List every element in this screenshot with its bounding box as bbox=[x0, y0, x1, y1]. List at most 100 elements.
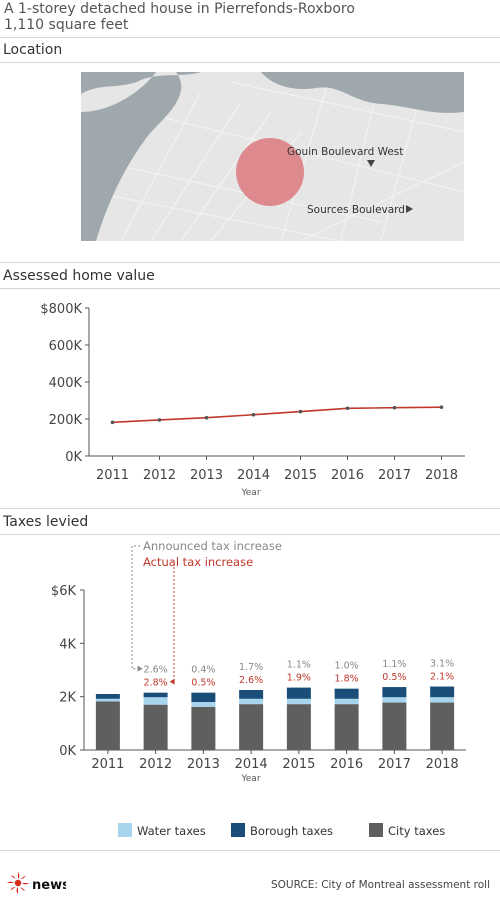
announced-increase-label: 1.1% bbox=[382, 659, 406, 670]
assessed-value-chart: 0K 200K 400K 600K $800K 2011 2012 2013 2014 2015 2… bbox=[40, 302, 465, 498]
subtitle-house: A 1-storey detached house in Pierrefonds… bbox=[4, 1, 355, 17]
city-taxes-legend: City taxes bbox=[388, 824, 446, 838]
x-tick-label: 2012 bbox=[143, 468, 176, 483]
water-tax-bar bbox=[286, 698, 311, 705]
borough-tax-bar bbox=[334, 688, 359, 699]
x-tick-label: 2014 bbox=[237, 468, 270, 483]
y-tick-label: 600K bbox=[49, 339, 83, 354]
x-tick-label: 2018 bbox=[426, 757, 459, 772]
y-tick-label: 0K bbox=[59, 744, 76, 759]
gouin-boulevard-label: Gouin Boulevard West bbox=[287, 146, 403, 158]
divider bbox=[0, 62, 500, 63]
borough-tax-bar bbox=[239, 690, 264, 699]
borough-tax-bar bbox=[191, 692, 216, 702]
value-point bbox=[392, 405, 397, 410]
down-arrow-icon bbox=[367, 160, 375, 167]
house-location-marker bbox=[236, 138, 304, 206]
x-tick-label: 2012 bbox=[139, 757, 172, 772]
y-tick-label: $800K bbox=[40, 302, 82, 317]
source-note: SOURCE: City of Montreal assessment roll bbox=[270, 879, 490, 891]
water-tax-bar bbox=[191, 702, 216, 707]
cbc-logo: news bbox=[6, 870, 70, 896]
x-tick-label: 2017 bbox=[378, 757, 411, 772]
x-axis-label: Year bbox=[240, 488, 260, 498]
x-tick-label: 2018 bbox=[425, 468, 458, 483]
x-tick-label: 2015 bbox=[284, 468, 317, 483]
value-point bbox=[251, 412, 256, 417]
water-tax-bar bbox=[334, 698, 359, 705]
city-tax-bar bbox=[143, 704, 168, 750]
announced-increase-label: 1.7% bbox=[239, 662, 263, 673]
value-chart-title: Assessed home value bbox=[3, 268, 155, 284]
water-tax-bar bbox=[382, 697, 407, 703]
announced-increase-label: 3.1% bbox=[430, 659, 454, 670]
announced-arrow-icon bbox=[137, 665, 143, 672]
y-tick-label: 200K bbox=[49, 413, 83, 428]
value-line bbox=[112, 406, 442, 424]
divider bbox=[0, 262, 500, 263]
subtitle-size: 1,110 square feet bbox=[4, 17, 129, 33]
value-point bbox=[298, 409, 303, 414]
borough-tax-bar bbox=[286, 687, 311, 699]
x-tick-label: 2011 bbox=[91, 757, 124, 772]
water-tax-bar bbox=[430, 697, 455, 703]
city-tax-bar bbox=[430, 702, 455, 750]
actual-arrow-icon bbox=[169, 678, 175, 685]
announced-increase-label: 1.1% bbox=[287, 660, 311, 671]
actual-leader-line bbox=[171, 561, 175, 683]
city-tax-bar bbox=[239, 704, 264, 750]
announced-leader-line bbox=[131, 545, 140, 670]
divider bbox=[0, 534, 500, 535]
actual-increase-label: 1.8% bbox=[335, 674, 359, 685]
city-tax-bar bbox=[95, 701, 120, 750]
x-tick-label: 2017 bbox=[378, 468, 411, 483]
y-tick-label: 0K bbox=[65, 450, 82, 465]
water-tax-bar bbox=[239, 698, 264, 705]
announced-increase-legend: Announced tax increase bbox=[143, 539, 282, 553]
announced-increase-label: 0.4% bbox=[191, 665, 215, 676]
actual-increase-label: 2.6% bbox=[239, 675, 263, 686]
city-tax-bar bbox=[191, 706, 216, 750]
divider bbox=[0, 37, 500, 38]
sources-boulevard-label: Sources Boulevard bbox=[307, 204, 405, 216]
borough-taxes-swatch bbox=[231, 823, 245, 837]
y-tick-label: 4K bbox=[59, 637, 76, 652]
actual-increase-label: 1.9% bbox=[287, 673, 311, 684]
value-point bbox=[439, 405, 444, 409]
announced-increase-label: 2.6% bbox=[144, 665, 168, 676]
borough-tax-bar bbox=[95, 694, 120, 699]
borough-tax-bar bbox=[143, 692, 168, 698]
location-map: Gouin Boulevard West Sources Boulevard bbox=[81, 72, 464, 241]
value-point bbox=[345, 406, 350, 411]
tax-chart-title: Taxes levied bbox=[3, 514, 89, 530]
actual-increase-label: 0.5% bbox=[191, 678, 215, 689]
y-tick-label: 400K bbox=[49, 376, 83, 391]
y-tick-label: 2K bbox=[59, 691, 76, 706]
divider bbox=[0, 508, 500, 509]
announced-increase-label: 1.0% bbox=[335, 661, 359, 672]
water-tax-bar bbox=[143, 697, 168, 705]
city-taxes-swatch bbox=[369, 823, 383, 837]
map-graphic: Gouin Boulevard West Sources Boulevard bbox=[81, 72, 464, 241]
taxes-chart: 0K 2K 4K $6K 2011 2012 2013 2014 2015 2016 2017 201… bbox=[51, 539, 466, 784]
city-tax-bar bbox=[286, 704, 311, 750]
actual-increase-label: 0.5% bbox=[382, 672, 406, 683]
borough-tax-bar bbox=[382, 687, 407, 698]
water-taxes-swatch bbox=[118, 823, 132, 837]
x-tick-label: 2016 bbox=[330, 757, 363, 772]
divider bbox=[0, 288, 500, 289]
water-taxes-legend: Water taxes bbox=[137, 824, 206, 838]
x-tick-label: 2013 bbox=[190, 468, 223, 483]
lake-water bbox=[261, 72, 464, 113]
value-point bbox=[204, 415, 209, 420]
river-water bbox=[81, 72, 201, 241]
city-tax-bar bbox=[334, 704, 359, 750]
x-tick-label: 2014 bbox=[235, 757, 268, 772]
x-tick-label: 2016 bbox=[331, 468, 364, 483]
x-axis-label: Year bbox=[240, 774, 260, 784]
x-tick-label: 2013 bbox=[187, 757, 220, 772]
actual-increase-legend: Actual tax increase bbox=[143, 555, 253, 569]
value-point bbox=[110, 420, 115, 425]
value-point bbox=[157, 418, 162, 422]
y-tick-label: $6K bbox=[51, 584, 77, 599]
